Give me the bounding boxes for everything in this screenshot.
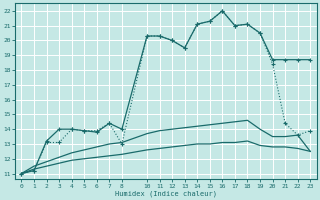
X-axis label: Humidex (Indice chaleur): Humidex (Indice chaleur) [115, 190, 217, 197]
